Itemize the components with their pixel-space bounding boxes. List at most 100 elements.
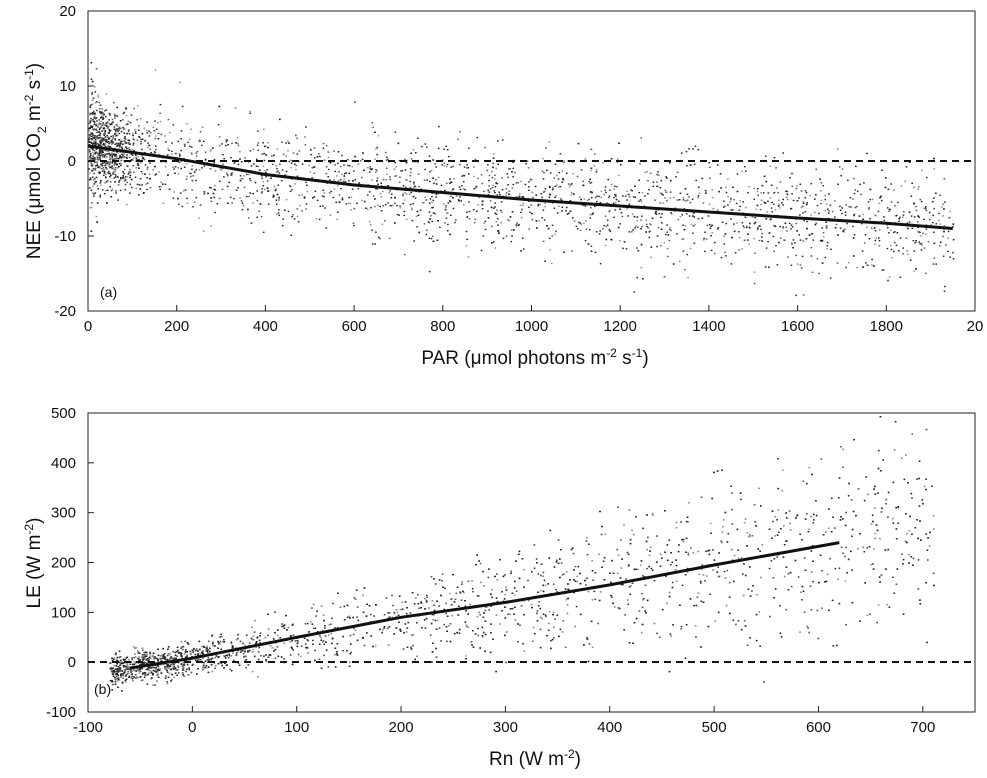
scatter-point [487, 189, 489, 191]
scatter-point [426, 179, 428, 181]
scatter-point [361, 199, 363, 202]
scatter-point [137, 105, 139, 107]
scatter-point [271, 155, 273, 157]
scatter-point [498, 191, 501, 193]
scatter-point [130, 178, 133, 181]
scatter-point [128, 156, 131, 159]
scatter-point [290, 234, 292, 236]
scatter-point [787, 256, 789, 258]
scatter-point [465, 230, 468, 233]
scatter-point [113, 177, 116, 179]
scatter-point [423, 223, 426, 225]
scatter-point [659, 187, 662, 189]
scatter-point [103, 139, 106, 141]
scatter-point [98, 108, 101, 110]
scatter-point [481, 208, 484, 210]
scatter-point [294, 163, 296, 165]
scatter-point [237, 187, 239, 189]
scatter-point [124, 188, 127, 191]
scatter-point [497, 224, 499, 226]
scatter-point [661, 222, 663, 224]
scatter-point [449, 178, 451, 180]
scatter-point [841, 212, 843, 215]
scatter-point [405, 186, 407, 189]
scatter-point [714, 241, 716, 244]
scatter-point [528, 189, 530, 191]
scatter-point [542, 209, 545, 211]
scatter-point [930, 224, 932, 226]
x-tick-label: 1800 [870, 318, 903, 335]
scatter-point [775, 245, 777, 247]
scatter-point [105, 173, 107, 176]
scatter-point [90, 230, 93, 232]
scatter-point [507, 219, 509, 221]
scatter-point [604, 186, 607, 188]
scatter-point [886, 224, 889, 227]
scatter-point [646, 171, 648, 173]
scatter-point [474, 187, 476, 189]
x-tick-label: 800 [430, 318, 455, 335]
scatter-point [114, 167, 117, 169]
scatter-point [659, 202, 662, 204]
scatter-point [429, 171, 431, 173]
scatter-point [776, 264, 779, 266]
scatter-point [257, 142, 260, 144]
scatter-point [111, 121, 114, 123]
scatter-point [468, 210, 471, 213]
scatter-point [591, 191, 593, 193]
scatter-point [452, 165, 454, 167]
scatter-point [609, 230, 612, 233]
scatter-point [567, 183, 570, 185]
scatter-point [727, 196, 729, 198]
scatter-point [339, 179, 342, 181]
scatter-point [125, 176, 127, 178]
scatter-point [282, 153, 285, 156]
scatter-point [681, 152, 683, 154]
scatter-point [508, 190, 511, 192]
scatter-point [952, 239, 955, 241]
scatter-point [768, 266, 770, 268]
scatter-point [136, 139, 139, 141]
scatter-point [113, 113, 116, 115]
scatter-point [371, 168, 373, 170]
scatter-point [385, 159, 388, 161]
scatter-point [758, 239, 761, 242]
scatter-point [226, 139, 229, 141]
scatter-point [416, 210, 419, 213]
scatter-point [942, 203, 944, 205]
scatter-point [600, 190, 603, 193]
scatter-point [590, 197, 593, 199]
scatter-point [829, 277, 832, 279]
scatter-point [268, 190, 270, 192]
scatter-point [164, 135, 166, 137]
scatter-point [243, 186, 246, 189]
scatter-point [640, 227, 642, 230]
scatter-point [116, 157, 118, 160]
scatter-point [370, 207, 372, 209]
scatter-point [915, 240, 917, 242]
scatter-point [93, 123, 96, 125]
scatter-point [580, 229, 582, 232]
scatter-point [836, 148, 839, 150]
scatter-point [92, 128, 94, 130]
scatter-point [919, 198, 922, 201]
scatter-point [431, 196, 433, 198]
scatter-point [164, 161, 167, 163]
scatter-point [105, 162, 108, 165]
scatter-point [694, 223, 696, 226]
scatter-point [104, 110, 106, 112]
scatter-point [493, 190, 496, 192]
scatter-point [440, 184, 443, 186]
scatter-point [856, 266, 858, 269]
scatter-point [233, 162, 236, 164]
scatter-point [599, 202, 602, 204]
scatter-point [449, 182, 451, 184]
scatter-point [276, 167, 278, 170]
scatter-point [186, 122, 188, 125]
scatter-point [185, 163, 188, 165]
scatter-point [371, 179, 373, 181]
scatter-point [933, 207, 935, 210]
scatter-point [501, 211, 503, 213]
scatter-point [527, 167, 530, 169]
scatter-point [839, 205, 841, 208]
